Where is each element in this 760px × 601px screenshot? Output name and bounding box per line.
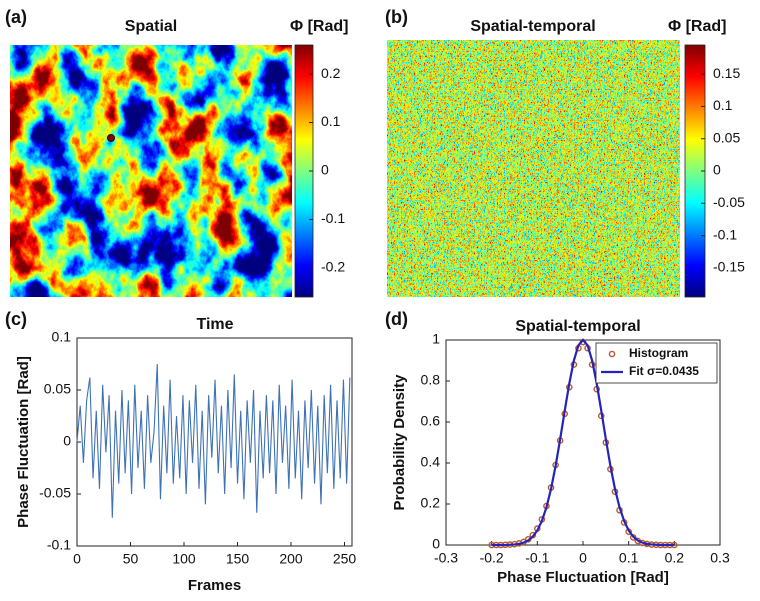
- colorbar-tick-label: 0.1: [713, 97, 733, 113]
- y-tick-label: 0.8: [421, 372, 441, 388]
- chart-title: Spatial-temporal: [470, 18, 595, 35]
- y-tick-label: 0.2: [421, 495, 441, 511]
- legend-swatch: [608, 350, 616, 358]
- x-axis-label: Frames: [188, 577, 241, 594]
- colorbar-tick-label: 0.1: [321, 113, 341, 129]
- y-axis-label: Probability Density: [391, 374, 408, 511]
- colorbar-tick-label: -0.1: [713, 226, 737, 242]
- y-tick-label: 0: [63, 433, 71, 449]
- colorbar-label: Φ [Rad]: [668, 18, 726, 35]
- y-tick-label: 0.05: [44, 381, 71, 397]
- colorbar-tick-label: 0.05: [713, 129, 740, 145]
- x-tick-label: 50: [123, 551, 139, 567]
- data-line: [76, 363, 351, 518]
- y-tick-label: 0: [432, 536, 440, 552]
- x-tick-label: 200: [279, 551, 303, 567]
- y-tick-label: 1: [432, 331, 440, 347]
- y-tick-label: -0.1: [47, 537, 71, 553]
- panels: 0.20.10-0.1-0.2Φ [Rad]Spatial(a)0.150.10…: [5, 7, 745, 594]
- x-tick-label: 0.3: [710, 550, 730, 566]
- chart-title: Spatial: [125, 18, 177, 35]
- x-tick-label: 150: [226, 551, 250, 567]
- y-tick-label: 0.4: [421, 454, 441, 470]
- x-tick-label: -0.1: [525, 550, 549, 566]
- colorbar-tick-label: -0.2: [321, 259, 345, 275]
- panel-label: (c): [5, 309, 27, 329]
- panel-label: (b): [385, 7, 408, 27]
- x-tick-label: 0.1: [619, 550, 639, 566]
- colorbar-tick-label: 0: [321, 162, 329, 178]
- x-tick-label: -0.2: [480, 550, 504, 566]
- x-axis-label: Phase Fluctuation [Rad]: [497, 569, 669, 586]
- legend-box: [595, 342, 718, 384]
- phase-map: [10, 45, 292, 297]
- y-tick-label: 0.1: [52, 329, 72, 345]
- colorbar-tick-label: -0.1: [321, 210, 345, 226]
- legend-label: Fit σ=0.0435: [629, 364, 699, 378]
- x-tick-label: 0.2: [665, 550, 685, 566]
- x-tick-label: 0: [579, 550, 587, 566]
- hot-spot: [107, 134, 115, 142]
- colorbar-tick-label: -0.15: [713, 259, 745, 275]
- x-tick-label: -0.3: [434, 550, 458, 566]
- y-tick-label: -0.05: [39, 485, 71, 501]
- chart-title: Spatial-temporal: [515, 318, 640, 335]
- y-tick-label: 0.6: [421, 413, 441, 429]
- plot-box: [76, 337, 353, 547]
- colorbar-tick-label: 0: [713, 162, 721, 178]
- phase-map: [387, 40, 680, 297]
- colorbar-tick-label: 0.15: [713, 65, 740, 81]
- x-tick-label: 250: [333, 551, 357, 567]
- colorbar-tick-label: -0.05: [713, 194, 745, 210]
- colorbar-label: Φ [Rad]: [290, 18, 348, 35]
- legend-label: Histogram: [629, 346, 688, 360]
- panel-label: (d): [385, 309, 408, 329]
- chart-title: Time: [196, 316, 233, 333]
- panel-label: (a): [5, 7, 27, 27]
- colorbar-tick-label: 0.2: [321, 65, 341, 81]
- x-tick-label: 100: [172, 551, 196, 567]
- x-tick-label: 0: [73, 551, 81, 567]
- y-axis-label: Phase Fluctuation [Rad]: [15, 356, 32, 528]
- fit-line: [491, 338, 675, 547]
